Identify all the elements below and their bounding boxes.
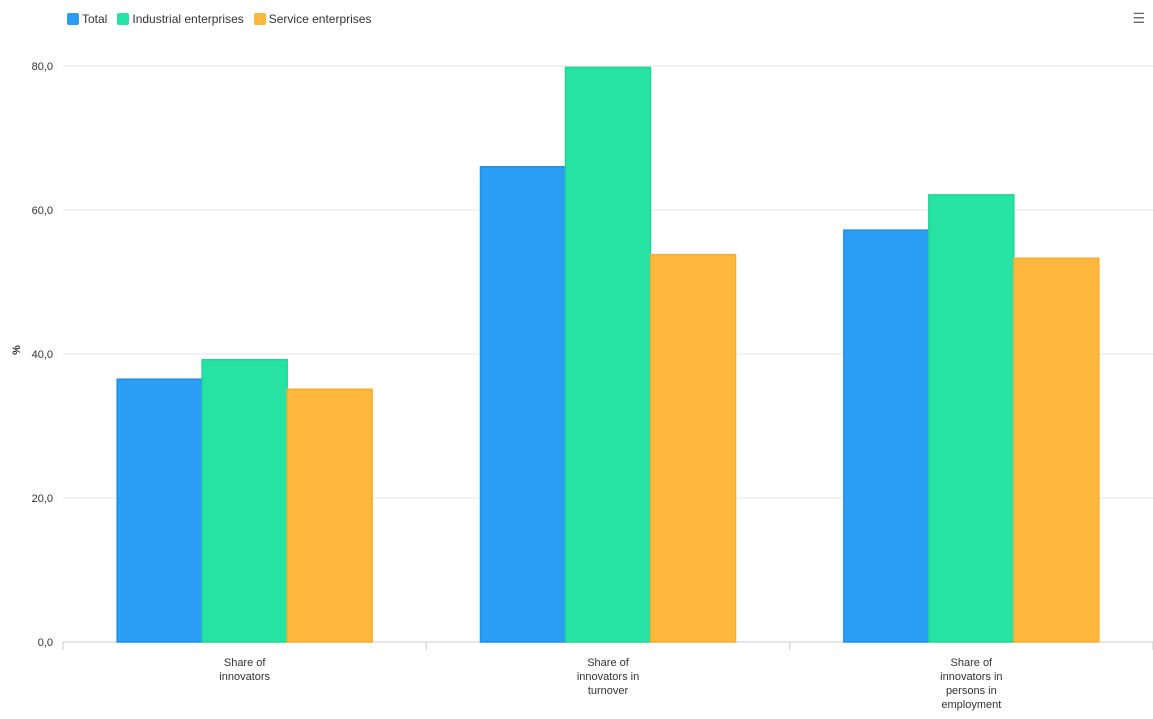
legend-item-total[interactable]: Total	[67, 12, 107, 26]
bar-industrial-enterprises[interactable]	[564, 66, 652, 643]
bar-total[interactable]	[479, 166, 567, 643]
x-axis: Share of innovators Share of innovators in t…	[62, 642, 1153, 711]
bars	[116, 66, 1100, 643]
legend-swatch-total	[67, 13, 79, 25]
legend-swatch-industrial	[117, 13, 130, 25]
bar-total[interactable]	[116, 378, 203, 643]
legend: Total Industrial enterprises Service ent…	[67, 12, 371, 26]
y-axis-title: %	[11, 345, 23, 355]
bar-industrial-enterprises[interactable]	[201, 359, 288, 643]
bar-service-enterprises[interactable]	[649, 253, 737, 643]
bar-total[interactable]	[843, 229, 930, 643]
bar-service-enterprises[interactable]	[286, 388, 373, 643]
x-category-label: Share of innovators in turnover	[577, 657, 639, 697]
legend-label-service: Service enterprises	[268, 12, 372, 26]
y-tick-label: 80,0	[32, 61, 53, 73]
legend-swatch-service	[253, 13, 266, 25]
x-category-label: Share of innovators	[219, 657, 270, 683]
bar-service-enterprises[interactable]	[1013, 257, 1100, 643]
legend-item-industrial[interactable]: Industrial enterprises	[117, 12, 244, 26]
y-tick-label: 0,0	[38, 637, 53, 649]
y-tick-label: 40,0	[32, 349, 53, 361]
legend-label-total: Total	[82, 12, 108, 26]
x-category-label: Share of innovators in persons in employmen…	[940, 657, 1002, 711]
y-tick-label: 60,0	[32, 205, 53, 217]
y-axis-ticks: 0,0 20,0 40,0 60,0 80,0	[32, 61, 53, 649]
legend-item-service[interactable]: Service enterprises	[253, 12, 372, 26]
bar-industrial-enterprises[interactable]	[928, 194, 1015, 643]
y-tick-label: 20,0	[32, 493, 53, 505]
hamburger-menu-icon[interactable]: ☰	[1132, 10, 1145, 26]
legend-label-industrial: Industrial enterprises	[132, 12, 244, 26]
